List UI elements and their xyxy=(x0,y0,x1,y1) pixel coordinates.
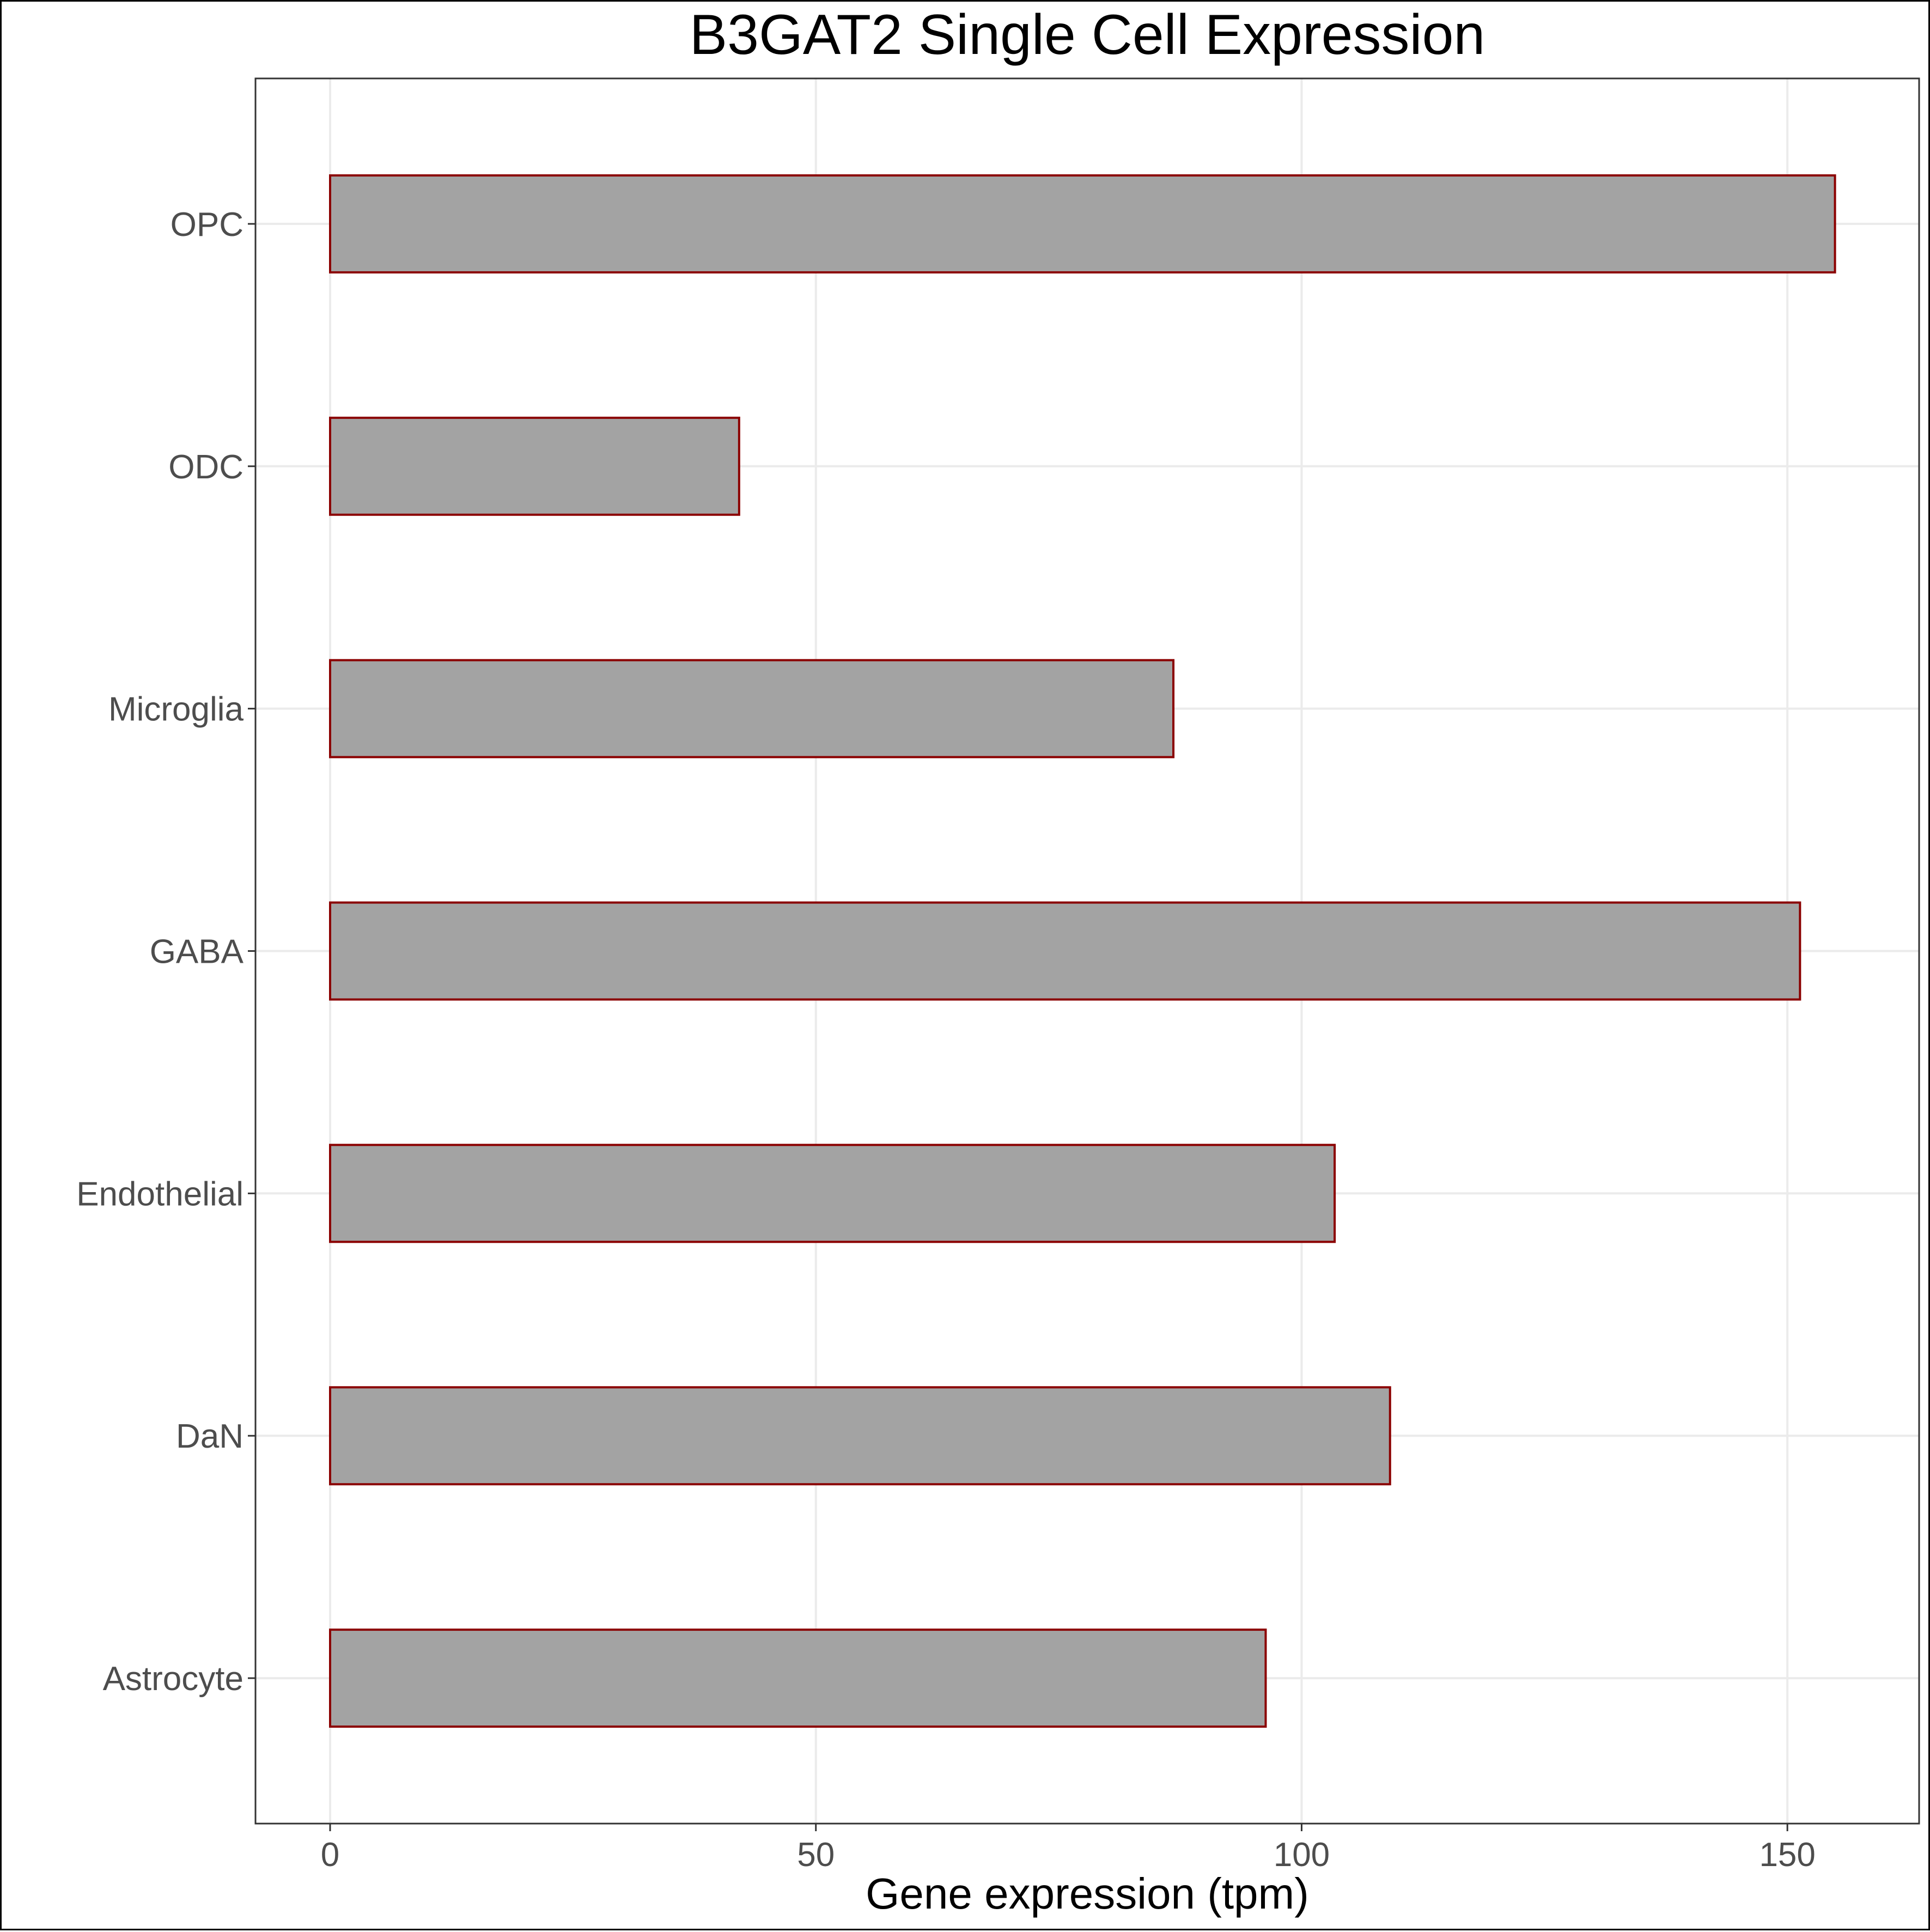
bar-astrocyte xyxy=(329,1629,1267,1728)
x-tick-label: 0 xyxy=(321,1836,339,1874)
x-axis-title: Gene expression (tpm) xyxy=(866,1869,1309,1918)
chart-title: B3GAT2 Single Cell Expression xyxy=(690,3,1485,66)
bar-microglia xyxy=(329,659,1175,758)
axis-layer: 0 50 100 150 Astrocyte DaN Endothelial GABA Micr… xyxy=(76,206,1816,1874)
y-tick-label: Endothelial xyxy=(76,1175,243,1213)
x-tick-label: 50 xyxy=(797,1836,835,1874)
bar-endothelial xyxy=(329,1144,1336,1243)
y-tick-label: OPC xyxy=(171,206,243,244)
y-tick-label: Astrocyte xyxy=(103,1660,243,1698)
y-tick-label: Microglia xyxy=(108,691,244,728)
bar-odc xyxy=(329,416,740,516)
y-tick-label: ODC xyxy=(168,448,243,486)
bar-dan xyxy=(329,1386,1391,1486)
bar-gaba xyxy=(329,901,1801,1001)
y-tick-label: GABA xyxy=(150,933,244,971)
x-tick-label: 150 xyxy=(1759,1836,1815,1874)
plot-panel-border xyxy=(254,77,1920,1825)
y-tick-label: DaN xyxy=(176,1418,243,1455)
x-tick-label: 100 xyxy=(1274,1836,1330,1874)
bar-layer xyxy=(329,174,1836,1728)
bar-opc xyxy=(329,174,1836,274)
